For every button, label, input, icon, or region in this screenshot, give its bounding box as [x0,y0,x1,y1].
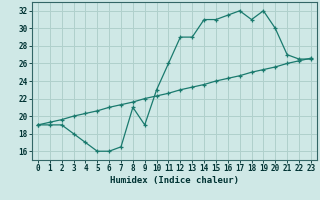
X-axis label: Humidex (Indice chaleur): Humidex (Indice chaleur) [110,176,239,185]
